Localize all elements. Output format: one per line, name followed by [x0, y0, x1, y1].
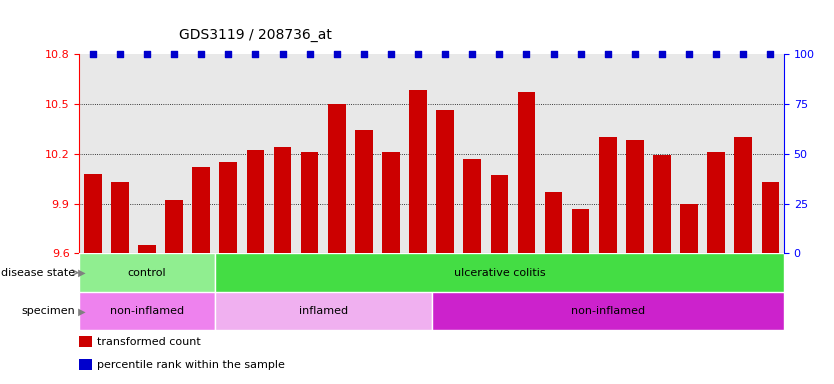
Point — [411, 51, 425, 57]
Text: inflamed: inflamed — [299, 306, 348, 316]
Bar — [436, 110, 454, 253]
Bar — [247, 150, 264, 253]
Bar — [681, 204, 698, 253]
Bar — [79, 336, 92, 347]
Text: ulcerative colitis: ulcerative colitis — [454, 268, 545, 278]
Bar — [653, 155, 671, 253]
Bar — [214, 292, 432, 330]
Point — [547, 51, 560, 57]
Text: specimen: specimen — [22, 306, 75, 316]
Text: non-inflamed: non-inflamed — [110, 306, 184, 316]
Bar — [79, 359, 92, 370]
Bar — [545, 192, 562, 253]
Point — [303, 51, 316, 57]
Bar — [572, 209, 590, 253]
Bar — [761, 182, 779, 253]
Point — [249, 51, 262, 57]
Point — [86, 51, 99, 57]
Bar — [735, 137, 752, 253]
Point — [222, 51, 235, 57]
Point — [764, 51, 777, 57]
Bar — [301, 152, 319, 253]
Bar — [599, 137, 616, 253]
Bar — [382, 152, 399, 253]
Point — [439, 51, 452, 57]
Bar — [490, 175, 508, 253]
Point — [493, 51, 506, 57]
Bar — [79, 253, 214, 292]
Bar — [707, 152, 725, 253]
Text: GDS3119 / 208736_at: GDS3119 / 208736_at — [179, 28, 332, 42]
Bar — [409, 90, 427, 253]
Text: disease state: disease state — [1, 268, 75, 278]
Point — [140, 51, 153, 57]
Point — [601, 51, 615, 57]
Bar — [84, 174, 102, 253]
Point — [384, 51, 398, 57]
Point — [465, 51, 479, 57]
Point — [656, 51, 669, 57]
Bar — [431, 292, 784, 330]
Bar — [219, 162, 237, 253]
Bar — [518, 92, 535, 253]
Bar — [214, 253, 784, 292]
Point — [736, 51, 750, 57]
Bar — [79, 292, 214, 330]
Bar — [274, 147, 291, 253]
Point — [113, 51, 127, 57]
Text: percentile rank within the sample: percentile rank within the sample — [97, 360, 284, 370]
Bar — [193, 167, 210, 253]
Bar — [138, 245, 156, 253]
Text: ▶: ▶ — [75, 268, 86, 278]
Point — [628, 51, 641, 57]
Bar — [165, 200, 183, 253]
Point — [710, 51, 723, 57]
Bar — [328, 104, 345, 253]
Text: transformed count: transformed count — [97, 337, 201, 347]
Point — [330, 51, 344, 57]
Bar — [626, 140, 644, 253]
Point — [194, 51, 208, 57]
Point — [276, 51, 289, 57]
Bar — [464, 159, 481, 253]
Point — [357, 51, 370, 57]
Bar — [355, 130, 373, 253]
Text: control: control — [128, 268, 166, 278]
Bar — [111, 182, 128, 253]
Point — [574, 51, 587, 57]
Text: non-inflamed: non-inflamed — [570, 306, 645, 316]
Point — [520, 51, 533, 57]
Point — [168, 51, 181, 57]
Text: ▶: ▶ — [75, 306, 86, 316]
Point — [682, 51, 696, 57]
